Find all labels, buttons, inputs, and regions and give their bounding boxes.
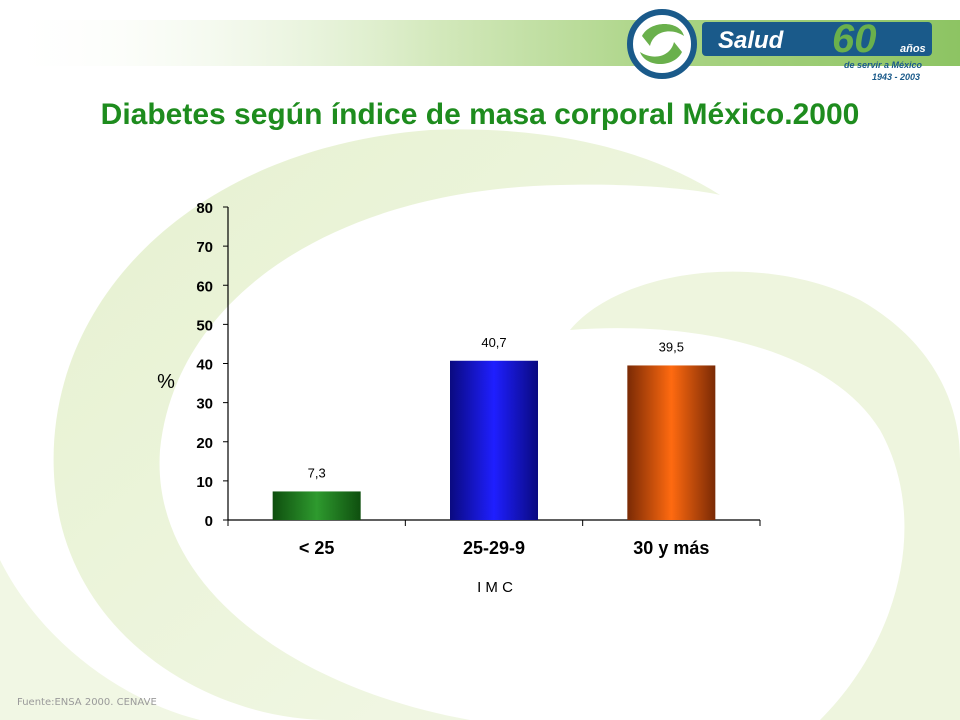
bar — [272, 491, 361, 520]
y-tick-label: 30 — [196, 396, 213, 413]
y-tick-label: 40 — [196, 357, 213, 374]
anniversary-number: 60 — [832, 17, 877, 61]
logo-tagline: de servir a México — [844, 60, 923, 70]
y-tick-label: 60 — [196, 278, 213, 295]
source-footnote: Fuente:ENSA 2000. CENAVE — [17, 697, 157, 708]
brand-name: Salud — [718, 27, 785, 54]
y-axis-label: % — [157, 371, 175, 393]
x-tick-label: < 25 — [299, 538, 335, 558]
bar — [627, 365, 716, 520]
y-tick-label: 80 — [196, 200, 213, 217]
y-tick-label: 70 — [196, 239, 213, 256]
bar — [450, 360, 538, 520]
y-tick-label: 50 — [196, 317, 213, 334]
x-tick-label: 25-29-9 — [463, 538, 525, 558]
page-title: Diabetes según índice de masa corporal M… — [100, 98, 860, 131]
anniversary-word: años — [900, 43, 926, 55]
bar-value-label: 7,3 — [308, 465, 326, 480]
x-axis-label: I M C — [477, 579, 513, 596]
bar-value-label: 40,7 — [481, 335, 506, 350]
x-tick-label: 30 y más — [633, 538, 709, 558]
y-tick-label: 20 — [196, 435, 213, 452]
bar-value-label: 39,5 — [659, 339, 684, 354]
logo-years: 1943 - 2003 — [872, 72, 920, 82]
salud-logo: Salud 60 años de servir a México 1943 - … — [627, 9, 932, 82]
y-tick-label: 0 — [205, 513, 213, 530]
y-tick-label: 10 — [196, 474, 213, 491]
